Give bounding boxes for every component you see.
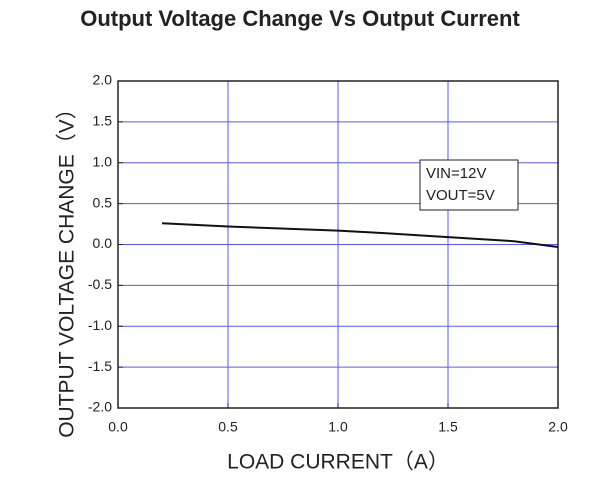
x-tick-label: 2.0 [548, 419, 568, 435]
y-tick-label: 1.5 [93, 113, 113, 129]
x-tick-label: 0.0 [108, 419, 128, 435]
annotation-box [419, 159, 519, 211]
chart-title: Output Voltage Change Vs Output Current [80, 6, 520, 31]
x-tick-label: 1.5 [438, 419, 458, 435]
y-tick-label: -0.5 [88, 276, 112, 292]
y-tick-label: -1.0 [88, 317, 112, 333]
x-tick-label: 1.0 [328, 419, 348, 435]
annotation: VOUT=5V [426, 187, 495, 204]
y-tick-label: -2.0 [88, 399, 112, 415]
annotation: VIN=12V [426, 165, 486, 182]
y-tick-label: 1.0 [93, 153, 113, 169]
plot-frame [117, 80, 559, 409]
y-axis-label: OUTPUT VOLTAGE CHANGE（V） [56, 98, 79, 438]
data-line [161, 222, 559, 248]
x-axis-label: LOAD CURRENT（A） [227, 451, 449, 474]
x-tick-label: 0.5 [218, 419, 238, 435]
y-tick-label: -1.5 [88, 358, 112, 374]
y-tick-label: 0.0 [93, 235, 113, 251]
y-tick-label: 2.0 [93, 72, 113, 88]
y-tick-label: 0.5 [93, 194, 113, 210]
